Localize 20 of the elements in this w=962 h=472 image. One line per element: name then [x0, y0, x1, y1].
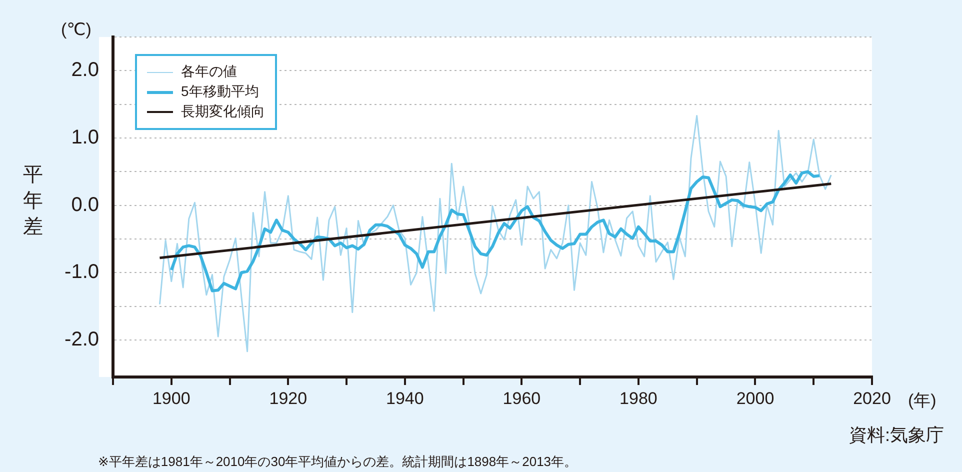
legend-label: 長期変化傾向	[181, 103, 265, 121]
y-axis-title: 平年差	[22, 163, 44, 240]
y-tick-label: 2.0	[71, 59, 99, 82]
text: (℃)	[61, 20, 92, 40]
x-tick-label: 2000	[736, 388, 774, 408]
x-tick-label: 2020	[853, 388, 891, 408]
x-tick-label: 1900	[152, 388, 190, 408]
text: 資料:気象庁	[848, 424, 944, 447]
legend-label: 各年の値	[181, 63, 237, 81]
text: ※平年差は1981年～2010年の30年平均値からの差。統計期間は1898年～2013年。	[98, 453, 578, 471]
x-tick-label: 1940	[386, 388, 424, 408]
legend-label: 5年移動平均	[181, 83, 259, 101]
y-tick-label: -1.0	[64, 261, 99, 284]
x-tick-label: 1960	[502, 388, 541, 408]
y-tick-label: 0.0	[71, 194, 99, 216]
y-tick-label: 1.0	[71, 126, 99, 149]
x-tick-label: 1980	[620, 388, 658, 408]
y-tick-label: -2.0	[64, 328, 99, 350]
x-tick-label: 1920	[269, 388, 308, 408]
x-axis-title: (年)	[908, 390, 936, 412]
